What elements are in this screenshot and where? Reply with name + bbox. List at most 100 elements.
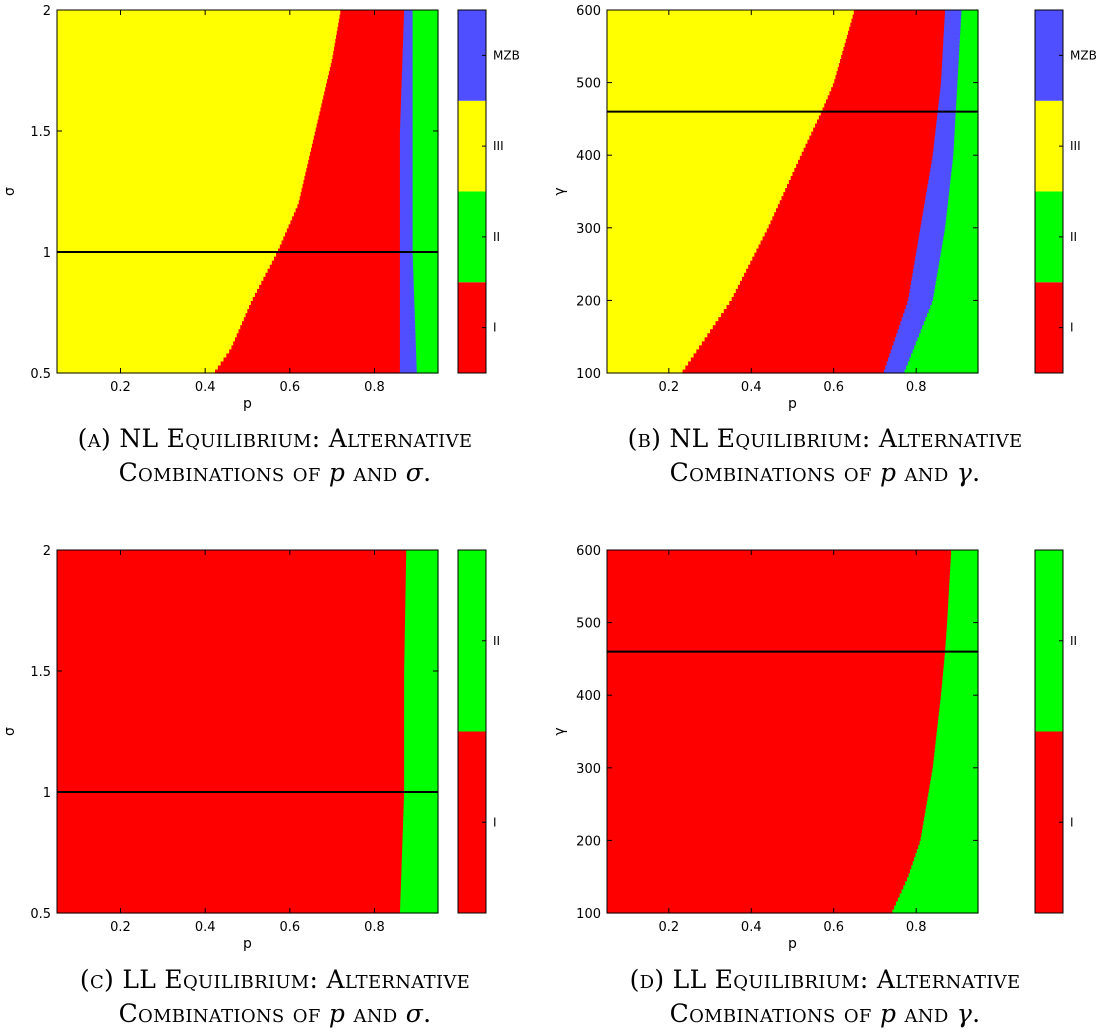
- region-cell-i: [311, 147, 401, 152]
- region-cell-ii: [412, 203, 439, 209]
- region-cell-ii: [940, 695, 979, 700]
- region-cell-ii: [403, 796, 439, 801]
- region-cell-mzb: [403, 18, 414, 23]
- region-cell-mzb: [402, 62, 414, 68]
- region-cell-ii: [415, 332, 439, 338]
- region-cell-i: [851, 18, 946, 23]
- region-cell-ii: [414, 312, 439, 318]
- region-cell-i: [768, 223, 922, 229]
- region-cell-i: [744, 272, 913, 277]
- region-cell-iii: [57, 135, 315, 140]
- region-cell-ii: [412, 34, 439, 39]
- region-cell-ii: [955, 114, 979, 120]
- region-cell-i: [607, 566, 951, 571]
- region-cell-i: [236, 332, 401, 338]
- y-tick-label: 600: [576, 544, 601, 559]
- region-cell-mzb: [922, 215, 947, 221]
- region-cell-i: [299, 195, 401, 201]
- region-cell-ii: [404, 634, 439, 640]
- y-tick-label: 200: [576, 834, 601, 849]
- region-cell-i: [57, 787, 405, 793]
- region-cell-mzb: [919, 231, 945, 237]
- region-cell-ii: [412, 252, 439, 257]
- region-cell-mzb: [399, 191, 414, 197]
- region-cell-ii: [405, 602, 439, 608]
- region-cell-i: [607, 900, 897, 906]
- region-cell-iii: [607, 18, 853, 23]
- region-cell-iii: [607, 243, 760, 249]
- region-cell-mzb: [910, 284, 936, 289]
- region-cell-i: [607, 852, 917, 858]
- region-cell-i: [607, 828, 923, 833]
- caption-b-line2: Combinations of p and γ.: [565, 456, 1085, 490]
- region-cell-mzb: [399, 199, 414, 205]
- region-cell-i: [607, 896, 899, 902]
- region-cell-ii: [400, 888, 439, 894]
- region-cell-i: [607, 884, 904, 890]
- region-cell-ii: [936, 276, 979, 281]
- caption-a-line1: (a) NL Equilibrium: Alternative: [77, 424, 473, 453]
- region-cell-i: [326, 78, 403, 84]
- region-cell-iii: [607, 195, 783, 201]
- region-cell-ii: [912, 348, 979, 354]
- region-cell-ii: [954, 135, 979, 140]
- region-cell-i: [607, 731, 938, 737]
- region-cell-ii: [412, 114, 439, 120]
- region-cell-i: [805, 143, 935, 148]
- region-cell-ii: [415, 336, 439, 342]
- region-cell-i: [265, 272, 401, 277]
- region-cell-i: [607, 775, 932, 781]
- region-cell-ii: [412, 106, 439, 112]
- region-cell-mzb: [402, 58, 414, 64]
- region-cell-ii: [924, 812, 979, 817]
- region-cell-i: [607, 550, 952, 555]
- region-cell-iii: [607, 94, 829, 100]
- region-cell-ii: [959, 42, 979, 47]
- region-cell-iii: [57, 239, 283, 245]
- region-cell-ii: [401, 856, 439, 862]
- region-cell-ii: [414, 300, 439, 306]
- colorbar-segment-mzb: [458, 10, 486, 101]
- region-cell-i: [57, 638, 406, 644]
- region-cell-ii: [412, 78, 439, 84]
- region-cell-i: [338, 18, 405, 23]
- region-cell-i: [750, 260, 916, 265]
- region-cell-i: [329, 66, 403, 72]
- region-cell-ii: [935, 280, 979, 285]
- region-cell-ii: [892, 908, 979, 914]
- region-cell-ii: [412, 82, 439, 88]
- region-cell-iii: [57, 82, 327, 88]
- region-cell-ii: [909, 356, 979, 362]
- region-cell-i: [607, 650, 946, 656]
- region-cell-i: [229, 348, 401, 354]
- region-cell-iii: [607, 147, 805, 152]
- region-cell-mzb: [937, 106, 957, 112]
- colorbar-frame: [457, 549, 487, 914]
- region-cell-ii: [399, 908, 439, 914]
- region-cell-ii: [948, 594, 979, 599]
- region-cell-i: [712, 324, 900, 330]
- region-cell-iii: [607, 368, 684, 374]
- caption-c-line2: Combinations of p and σ.: [15, 997, 535, 1031]
- region-cell-iii: [607, 82, 834, 88]
- region-cell-iii: [57, 171, 306, 176]
- x-axis-label: p: [243, 396, 252, 412]
- y-tick-label: 2: [43, 544, 51, 559]
- region-cell-i: [607, 586, 950, 591]
- region-cell-iii: [607, 163, 797, 168]
- region-cell-i: [742, 276, 913, 281]
- region-cell-i: [234, 336, 401, 342]
- region-cell-i: [790, 175, 930, 180]
- region-cell-ii: [414, 304, 439, 310]
- region-cell-i: [57, 622, 406, 628]
- region-cell-ii: [405, 594, 439, 599]
- region-cell-i: [815, 122, 937, 128]
- region-cell-ii: [919, 332, 979, 338]
- region-cell-mzb: [922, 211, 948, 217]
- region-cell-ii: [404, 719, 439, 725]
- region-cell-ii: [908, 872, 979, 878]
- region-cell-ii: [950, 175, 979, 180]
- region-cell-ii: [404, 787, 439, 793]
- region-cell-mzb: [912, 272, 938, 277]
- region-cell-ii: [919, 840, 979, 846]
